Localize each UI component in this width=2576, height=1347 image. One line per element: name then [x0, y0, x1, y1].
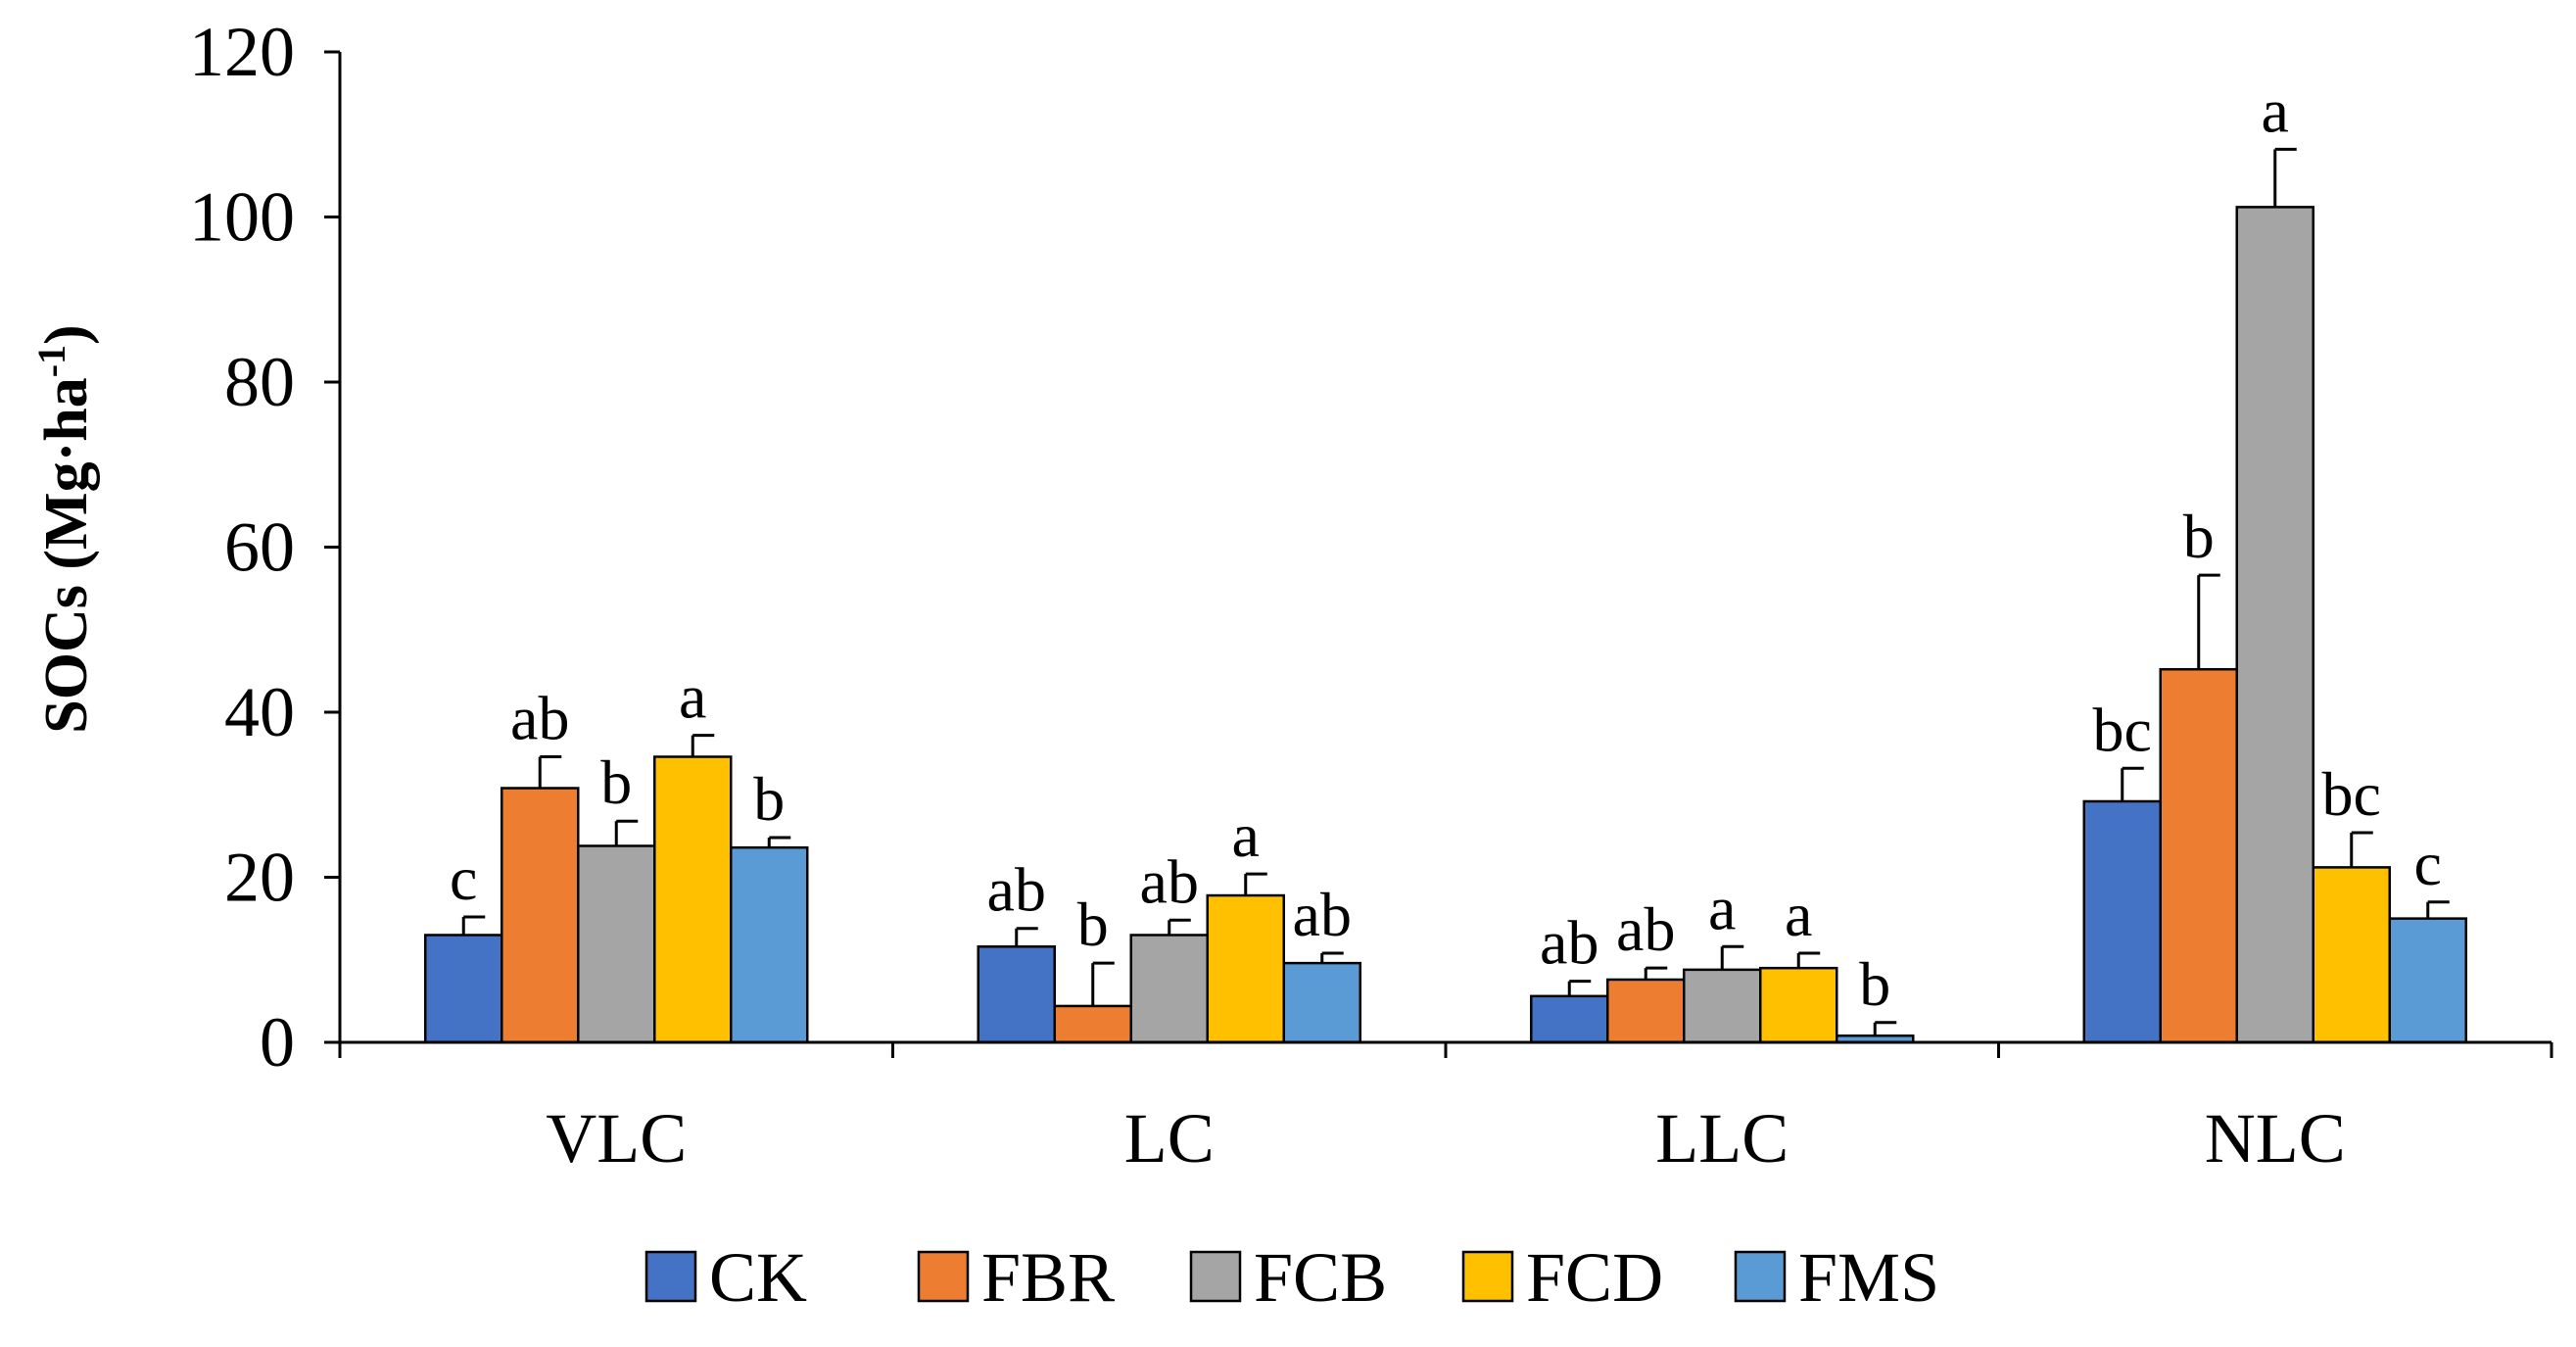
- bar-fbr-vlc: [501, 787, 580, 1044]
- significance-label: bc: [2322, 759, 2381, 829]
- x-axis-labels: VLC LC LLC NLC: [546, 1099, 2346, 1178]
- bar-fcd-nlc: [2312, 866, 2391, 1044]
- bar-fms-lc: [1282, 961, 1361, 1044]
- significance-label: ab: [1293, 880, 1352, 949]
- significance-label: b: [1859, 949, 1890, 1019]
- legend-swatch-fcd: [1461, 1250, 1514, 1303]
- bar-fcb-nlc: [2235, 206, 2314, 1044]
- y-tick-label: 80: [224, 343, 295, 421]
- significance-label: ab: [1140, 846, 1199, 916]
- legend-label-ck: CK: [709, 1238, 807, 1317]
- significance-label: b: [2183, 502, 2215, 571]
- legend-label-fcd: FCD: [1526, 1238, 1663, 1317]
- bar-fcb-llc: [1683, 968, 1762, 1044]
- significance-label: ab: [510, 683, 569, 752]
- bar-fms-vlc: [730, 845, 809, 1044]
- bar-fcd-lc: [1206, 893, 1285, 1044]
- y-tick-label: 20: [224, 839, 295, 917]
- legend-label-fcb: FCB: [1254, 1238, 1387, 1317]
- x-category-label: LLC: [1655, 1099, 1789, 1178]
- svg-text:SOCs (Mg·ha-1): SOCs (Mg·ha-1): [29, 324, 100, 733]
- significance-label: b: [1077, 890, 1109, 959]
- significance-label: ab: [1540, 908, 1598, 978]
- significance-label: b: [600, 747, 632, 817]
- bar-fbr-lc: [1053, 1004, 1132, 1044]
- bar-fbr-nlc: [2159, 667, 2238, 1044]
- bar-ck-llc: [1530, 994, 1609, 1044]
- y-tick-label: 40: [224, 673, 295, 751]
- y-tick-label: 120: [189, 13, 295, 91]
- bar-fcd-llc: [1759, 966, 1838, 1044]
- significance-label: ab: [987, 855, 1046, 925]
- x-axis-ticks: [338, 1042, 2553, 1058]
- bar-fbr-llc: [1606, 978, 1686, 1044]
- significance-label: ab: [1616, 894, 1675, 964]
- significance-label: c: [450, 843, 477, 913]
- y-tick-label: 0: [260, 1003, 295, 1082]
- y-axis-ticks: 0 20 40 60 80 100 120: [189, 13, 340, 1082]
- legend-swatch-fms: [1734, 1250, 1787, 1303]
- legend: CK FBR FCB FCD FMS: [644, 1238, 1939, 1317]
- bar-fcb-vlc: [577, 844, 656, 1044]
- x-category-label: NLC: [2205, 1099, 2346, 1178]
- bar-ck-nlc: [2082, 799, 2162, 1044]
- significance-label: a: [1232, 800, 1260, 870]
- legend-swatch-ck: [644, 1250, 697, 1303]
- significance-label: b: [753, 764, 785, 834]
- y-axis-title-main: SOCs (Mg·ha: [33, 377, 100, 733]
- significance-label: a: [1708, 873, 1736, 942]
- bars: [424, 206, 2467, 1044]
- legend-label-fms: FMS: [1798, 1238, 1939, 1317]
- y-axis-title: SOCs (Mg·ha-1): [29, 324, 100, 733]
- significance-label: bc: [2093, 695, 2152, 764]
- significance-label: a: [1785, 880, 1812, 949]
- bar-fcd-vlc: [653, 755, 733, 1044]
- y-tick-label: 60: [224, 508, 295, 587]
- significance-label: a: [2262, 75, 2289, 145]
- y-axis-title-close: ): [33, 324, 100, 345]
- bar-fcb-lc: [1129, 934, 1209, 1044]
- legend-swatch-fcb: [1189, 1250, 1242, 1303]
- y-axis-title-superscript: -1: [29, 345, 73, 377]
- bar-ck-vlc: [424, 934, 503, 1044]
- bar-fms-nlc: [2388, 917, 2467, 1044]
- x-category-label: LC: [1124, 1099, 1215, 1178]
- significance-label: a: [679, 662, 706, 732]
- bar-ck-lc: [977, 945, 1056, 1044]
- legend-label-fbr: FBR: [981, 1238, 1115, 1317]
- legend-swatch-fbr: [917, 1250, 970, 1303]
- y-tick-label: 100: [189, 178, 295, 257]
- error-bars: [461, 147, 2450, 1036]
- x-category-label: VLC: [546, 1099, 687, 1178]
- significance-label: c: [2414, 829, 2442, 898]
